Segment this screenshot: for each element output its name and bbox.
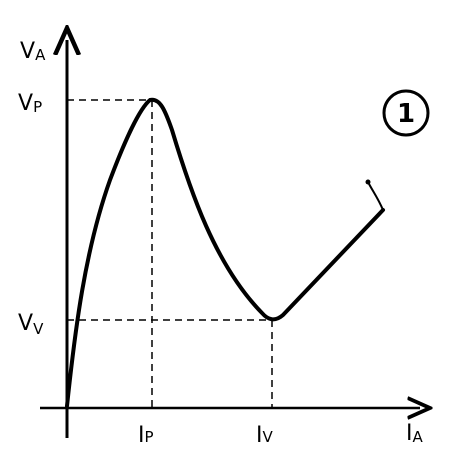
y-axis-label: VA — [20, 39, 46, 64]
valley-current-label: IV — [256, 423, 274, 448]
figure-circle — [382, 89, 430, 137]
valley-voltage-label: VV — [18, 311, 44, 338]
x-axis-label: IA — [406, 421, 424, 446]
tail-dot — [365, 179, 371, 185]
peak-voltage-label: VP — [18, 91, 42, 116]
characteristic-curve — [65, 97, 385, 408]
figure-number: 1 — [397, 99, 415, 129]
curve-tail — [367, 181, 384, 211]
guides — [67, 99, 273, 408]
peak-current-label: IP — [138, 423, 154, 448]
